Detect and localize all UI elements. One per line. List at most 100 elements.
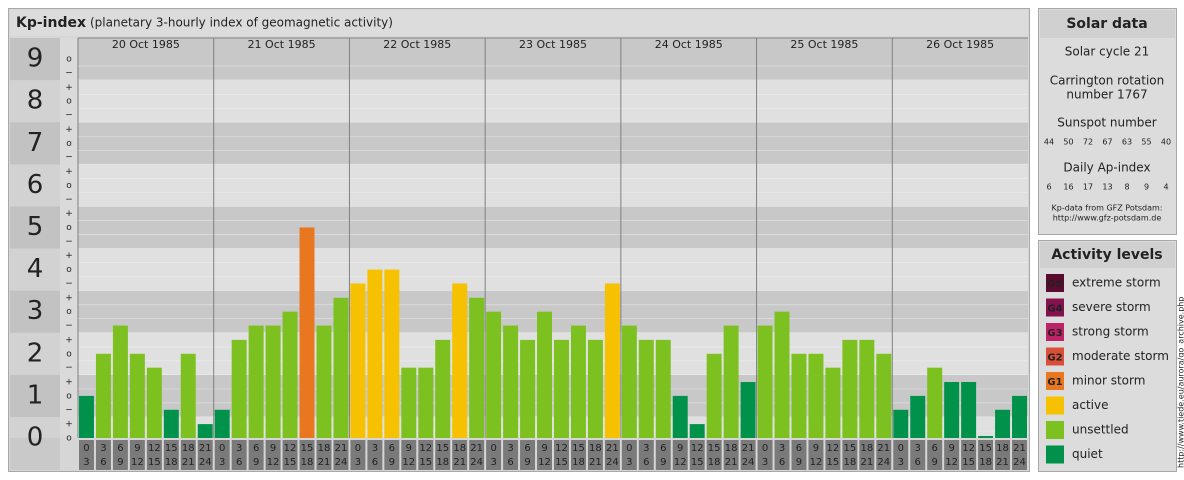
minor-tick-label: − [65, 279, 73, 289]
hour-label: 6 [372, 457, 378, 468]
y-tick-label: 4 [27, 254, 44, 284]
numeral-band [10, 206, 60, 249]
hour-label: 3 [372, 443, 378, 454]
bar [112, 325, 128, 438]
bar [95, 353, 111, 438]
y-tick-label: 1 [27, 380, 44, 410]
day-label: 22 Oct 1985 [383, 38, 451, 51]
hour-label: 12 [538, 457, 551, 468]
legend-badge: G3 [1047, 328, 1062, 339]
hour-label: 0 [626, 443, 632, 454]
source: http://www.gfz-potsdam.de [1053, 214, 1162, 223]
y-tick-label: 5 [27, 212, 44, 242]
hour-label: 6 [915, 457, 921, 468]
hour-box [231, 440, 247, 470]
bar [604, 283, 620, 438]
minor-tick-label: − [65, 405, 73, 415]
hour-box [808, 440, 824, 470]
hour-label: 0 [219, 443, 225, 454]
hour-label: 21 [318, 457, 331, 468]
hour-label: 3 [507, 443, 513, 454]
hour-box [791, 440, 807, 470]
hour-label: 15 [708, 443, 721, 454]
hour-label: 18 [589, 443, 602, 454]
bar [757, 325, 773, 438]
hour-label: 15 [165, 443, 178, 454]
hour-label: 12 [962, 443, 975, 454]
hour-label: 21 [470, 443, 483, 454]
bar [876, 353, 892, 438]
numeral-band [10, 164, 60, 207]
bar [231, 339, 247, 438]
bar [282, 311, 298, 438]
bar [146, 367, 162, 438]
hour-label: 12 [945, 457, 958, 468]
hour-label: 15 [284, 457, 297, 468]
minor-tick-label: + [65, 167, 73, 177]
bar [197, 424, 213, 438]
legend-label: strong storm [1072, 325, 1149, 339]
hour-label: 0 [898, 443, 904, 454]
bar [978, 436, 994, 438]
numeral-band [10, 290, 60, 333]
minor-tick-label: o [66, 265, 72, 275]
sunspot-value: 67 [1102, 138, 1112, 147]
hour-label: 6 [253, 443, 259, 454]
bar [265, 325, 281, 438]
bar [554, 339, 569, 438]
hour-label: 9 [813, 443, 819, 454]
hour-label: 12 [691, 443, 704, 454]
bar [825, 367, 841, 438]
bar [401, 367, 417, 438]
hour-label: 18 [165, 457, 178, 468]
ap-value: 8 [1124, 183, 1129, 192]
solar-cycle: Solar cycle 21 [1065, 45, 1150, 59]
hour-box [570, 440, 586, 470]
bar [537, 311, 552, 438]
hour-label: 15 [436, 443, 449, 454]
title-bar [10, 10, 1028, 36]
day-label: 25 Oct 1985 [790, 38, 858, 51]
hour-label: 12 [148, 443, 161, 454]
hour-label: 12 [267, 457, 280, 468]
hour-box [486, 440, 502, 470]
hour-label: 15 [691, 457, 704, 468]
hour-box [774, 440, 790, 470]
hour-box [418, 440, 434, 470]
hour-label: 9 [677, 443, 683, 454]
bar [791, 353, 807, 438]
minor-tick-label: o [66, 181, 72, 191]
minor-tick-label: o [66, 391, 72, 401]
bar [587, 339, 603, 438]
bar [214, 409, 230, 438]
bar [995, 409, 1011, 438]
hour-box [469, 440, 485, 470]
hour-label: 9 [134, 443, 140, 454]
hour-label: 6 [796, 443, 802, 454]
hour-box [435, 440, 451, 470]
hour-box [180, 440, 196, 470]
hour-label: 21 [199, 443, 212, 454]
hour-label: 0 [762, 443, 768, 454]
hour-label: 9 [253, 457, 259, 468]
minor-tick-label: o [66, 55, 72, 65]
hour-label: 9 [796, 457, 802, 468]
legend-label: minor storm [1072, 374, 1145, 388]
bar [910, 395, 926, 438]
sunspot-value: 50 [1063, 138, 1073, 147]
bar [893, 409, 909, 438]
day-label: 20 Oct 1985 [112, 38, 180, 51]
hour-label: 15 [572, 443, 585, 454]
bar [638, 339, 654, 438]
hour-box [299, 440, 315, 470]
hour-label: 3 [626, 457, 632, 468]
hour-label: 12 [810, 457, 823, 468]
hour-box [723, 440, 739, 470]
hour-box [621, 440, 637, 470]
sunspot-title: Sunspot number [1057, 116, 1156, 130]
hour-box [384, 440, 400, 470]
bar [435, 339, 451, 438]
hour-label: 24 [606, 457, 619, 468]
hour-box [859, 440, 875, 470]
hour-label: 18 [436, 457, 449, 468]
